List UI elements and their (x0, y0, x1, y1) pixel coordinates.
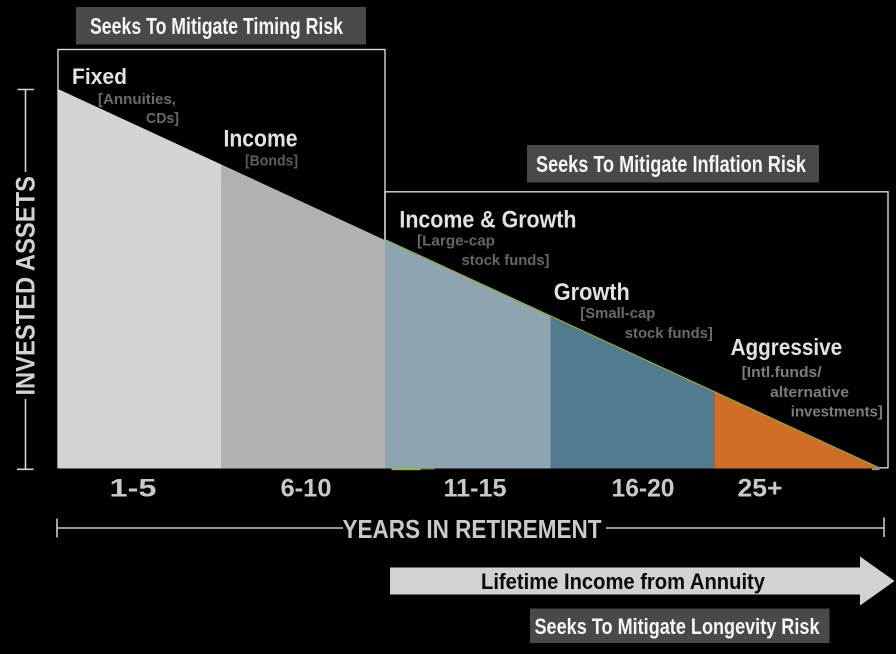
svg-text:YEARS IN RETIREMENT: YEARS IN RETIREMENT (343, 514, 602, 544)
svg-text:[Bonds]: [Bonds] (245, 152, 298, 169)
svg-text:Lifetime Income from Annuity: Lifetime Income from Annuity (481, 569, 766, 594)
svg-text:[Intl.funds/: [Intl.funds/ (742, 364, 823, 381)
svg-text:Fixed: Fixed (72, 64, 127, 89)
svg-text:6-10: 6-10 (281, 475, 332, 503)
svg-text:Income: Income (224, 125, 298, 152)
svg-text:25+: 25+ (738, 475, 783, 503)
svg-text:Seeks To Mitigate Longevity Ri: Seeks To Mitigate Longevity Risk (535, 614, 821, 639)
svg-text:11-15: 11-15 (444, 475, 507, 503)
svg-text:Seeks To Mitigate Timing Risk: Seeks To Mitigate Timing Risk (90, 13, 343, 39)
svg-text:Income & Growth: Income & Growth (399, 206, 576, 233)
svg-text:stock funds]: stock funds] (462, 252, 550, 269)
svg-text:stock funds]: stock funds] (625, 325, 713, 342)
svg-text:[Large-cap: [Large-cap (417, 233, 495, 250)
svg-text:CDs]: CDs] (146, 110, 179, 127)
svg-text:investments]: investments] (791, 404, 883, 421)
svg-text:[Small-cap: [Small-cap (580, 305, 655, 322)
svg-text:1-5: 1-5 (110, 475, 157, 503)
svg-text:INVESTED ASSETS: INVESTED ASSETS (10, 176, 40, 396)
svg-text:[Annuities,: [Annuities, (98, 91, 176, 108)
svg-text:16-20: 16-20 (612, 475, 675, 503)
svg-text:Growth: Growth (554, 279, 630, 306)
svg-text:alternative: alternative (770, 384, 849, 401)
svg-text:Seeks To Mitigate Inflation Ri: Seeks To Mitigate Inflation Risk (536, 151, 806, 177)
svg-text:Aggressive: Aggressive (731, 334, 843, 360)
